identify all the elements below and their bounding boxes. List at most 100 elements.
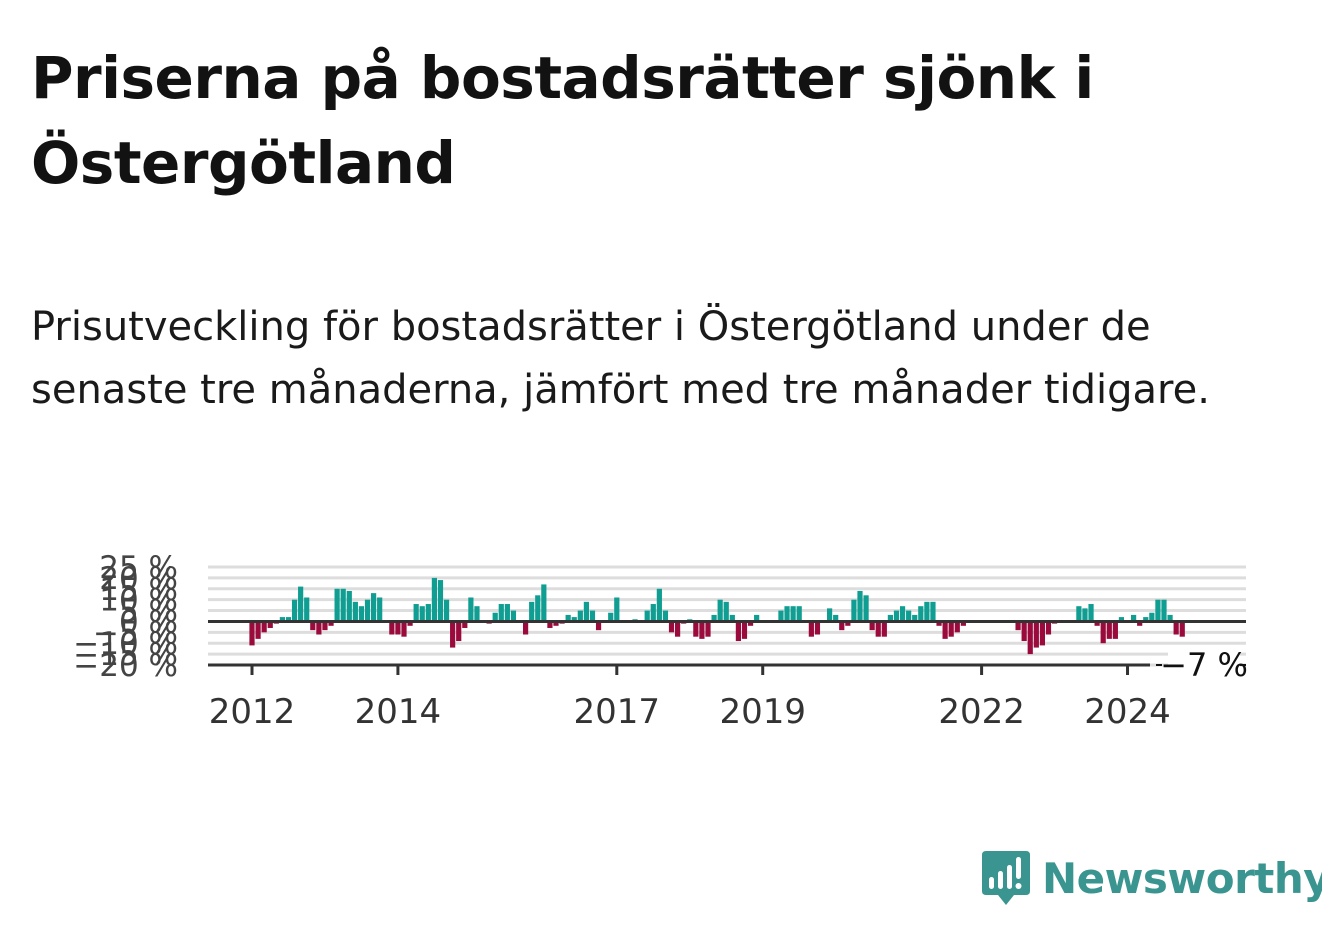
bar	[577, 610, 583, 622]
bar	[1076, 606, 1082, 622]
bar	[1094, 621, 1100, 626]
x-tick-label: 2022	[938, 692, 1025, 732]
page-title: Priserna på bostadsrätter sjönk i Österg…	[31, 44, 1094, 197]
bar	[1131, 614, 1137, 622]
y-tick-label: −20 %	[73, 648, 178, 684]
bar	[346, 590, 352, 622]
bar	[425, 604, 431, 622]
bar	[918, 606, 924, 622]
bar	[523, 621, 529, 635]
bar	[912, 614, 918, 622]
bar	[541, 584, 547, 622]
bar	[371, 593, 377, 622]
bar	[711, 614, 717, 622]
bar	[291, 599, 298, 622]
bar	[644, 610, 650, 622]
bar	[705, 621, 711, 637]
bar	[352, 601, 358, 622]
bar	[869, 621, 875, 631]
bar	[504, 604, 510, 622]
bar	[784, 606, 790, 622]
y-tick-label: −5 %	[93, 615, 178, 651]
bar	[565, 614, 571, 622]
bar	[845, 621, 851, 626]
bar	[358, 606, 365, 622]
bar	[1045, 621, 1052, 635]
bar	[747, 621, 754, 626]
bar	[729, 614, 735, 622]
last-value-annotation: −7 %	[1156, 646, 1248, 684]
x-axis-labels: 2012 2014 2017 2019 2022 2024	[209, 692, 1171, 732]
bar	[656, 588, 662, 622]
axes	[208, 619, 1246, 675]
bar	[589, 610, 596, 622]
bar	[492, 612, 498, 622]
bar	[535, 595, 541, 622]
bar	[924, 601, 930, 622]
bar	[754, 614, 760, 622]
bar	[334, 588, 340, 622]
bar	[930, 601, 936, 622]
bar	[1082, 608, 1088, 622]
bar	[693, 621, 699, 637]
bar	[1112, 621, 1118, 639]
newsworthy-chart-bubble-icon	[982, 851, 1030, 905]
bar	[431, 577, 437, 622]
bar	[328, 621, 334, 626]
bar	[668, 621, 675, 633]
bar	[863, 595, 869, 622]
bar	[790, 606, 796, 622]
bar	[662, 610, 669, 622]
bar	[547, 621, 553, 628]
bar	[340, 588, 346, 622]
bar	[583, 601, 589, 622]
bar	[741, 621, 748, 639]
bar	[510, 610, 517, 622]
chart-subtitle: Prisutveckling för bostadsrätter i Öster…	[31, 304, 1210, 413]
y-tick-label: 25 %	[99, 550, 178, 586]
bar	[808, 621, 814, 637]
bar	[389, 621, 395, 635]
bar	[1173, 621, 1179, 635]
x-tick-label: 2017	[574, 692, 661, 732]
bar	[614, 597, 620, 622]
bar	[717, 599, 723, 622]
bar	[1167, 614, 1173, 622]
bar	[723, 601, 729, 622]
y-tick-label: −15 %	[73, 637, 178, 673]
bar	[1106, 621, 1112, 639]
bar	[316, 621, 322, 635]
brand-name: Newsworthy	[1042, 853, 1322, 903]
y-tick-label: 20 %	[99, 561, 178, 597]
bar	[936, 621, 942, 626]
bar	[675, 621, 681, 637]
y-axis-labels: −20 %−15 %−10 %−5 %0 %5 %10 %15 %20 %25 …	[73, 550, 178, 684]
bar	[778, 610, 784, 622]
y-tick-label: 0 %	[119, 604, 178, 640]
bar	[1149, 612, 1155, 622]
bar	[1015, 621, 1021, 631]
bar	[595, 621, 602, 631]
bar	[437, 580, 444, 622]
bar	[1088, 604, 1094, 622]
bar	[1118, 617, 1125, 622]
bar	[833, 614, 839, 622]
bar	[462, 621, 468, 628]
bar	[249, 621, 255, 646]
bar	[298, 586, 304, 622]
x-tick-label: 2014	[355, 692, 442, 732]
bar	[875, 621, 881, 637]
y-tick-label: 5 %	[119, 594, 178, 630]
bar	[407, 621, 413, 626]
bar	[401, 621, 407, 637]
last-value-label: −7 %	[1160, 646, 1248, 684]
bar	[1027, 621, 1033, 655]
bar	[413, 604, 419, 622]
bar	[1179, 621, 1185, 637]
bar	[304, 597, 310, 622]
bar	[474, 606, 480, 622]
bar	[529, 601, 535, 622]
newsworthy-logo: Newsworthy	[980, 846, 1322, 910]
bar	[1137, 621, 1143, 626]
bar	[893, 610, 900, 622]
